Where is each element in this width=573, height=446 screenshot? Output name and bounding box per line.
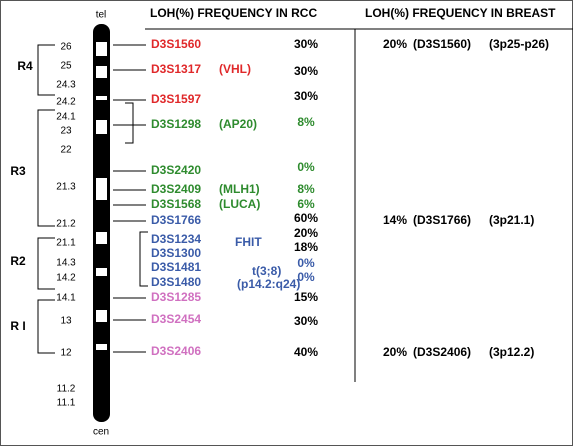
frequency: 0% bbox=[297, 160, 315, 174]
breast-marker: (D3S1560) bbox=[413, 37, 471, 51]
marker-name: D3S1234 bbox=[151, 232, 201, 246]
breast-locus: (3p12.2) bbox=[489, 345, 534, 359]
marker-note: (MLH1) bbox=[219, 182, 260, 196]
marker-name: D3S1317 bbox=[151, 62, 201, 76]
band-label: 13 bbox=[60, 316, 72, 327]
marker-name: D3S1300 bbox=[151, 246, 201, 260]
region-label: R2 bbox=[10, 254, 26, 268]
breast-freq: 20% bbox=[383, 345, 407, 359]
breast-marker: (D3S1766) bbox=[413, 213, 471, 227]
breast-locus: (3p21.1) bbox=[489, 213, 534, 227]
frequency: 30% bbox=[294, 314, 318, 328]
frequency: 30% bbox=[294, 64, 318, 78]
band-label: 12 bbox=[60, 348, 72, 359]
band-label: 21.2 bbox=[56, 219, 76, 230]
band-label: 14.3 bbox=[56, 258, 76, 269]
band-label: 22 bbox=[60, 145, 72, 156]
marker-note: (VHL) bbox=[219, 62, 251, 76]
frequency: 8% bbox=[297, 115, 315, 129]
breast-freq: 14% bbox=[383, 213, 407, 227]
breast-locus: (3p25-p26) bbox=[489, 37, 549, 51]
marker-name: D3S1560 bbox=[151, 37, 201, 51]
band-label: 23 bbox=[60, 126, 72, 137]
cen-label: cen bbox=[93, 427, 109, 438]
band-label: 21.1 bbox=[56, 238, 76, 249]
frequency: 0% bbox=[297, 270, 315, 284]
band-label: 24.1 bbox=[56, 112, 76, 123]
breast-marker: (D3S2406) bbox=[413, 345, 471, 359]
band-label: 26 bbox=[60, 42, 72, 53]
marker-name: D3S2454 bbox=[151, 312, 201, 326]
marker-name: D3S2406 bbox=[151, 344, 201, 358]
band-label: 11.1 bbox=[57, 398, 76, 409]
annotation: t(3;8) bbox=[252, 264, 281, 278]
breast-freq: 20% bbox=[383, 37, 407, 51]
marker-name: D3S1481 bbox=[151, 260, 201, 274]
rcc-header: LOH(%) FREQUENCY IN RCC bbox=[150, 6, 317, 20]
tel-label: tel bbox=[96, 10, 107, 21]
annotation: FHIT bbox=[235, 235, 262, 249]
band-label: 14.1 bbox=[56, 293, 76, 304]
chromosome bbox=[93, 24, 110, 422]
frequency: 30% bbox=[294, 37, 318, 51]
annotation: (p14.2:q24) bbox=[237, 277, 300, 291]
breast-header: LOH(%) FREQUENCY IN BREAST bbox=[365, 6, 556, 20]
band-label: 14.2 bbox=[56, 273, 76, 284]
marker-note: (AP20) bbox=[219, 117, 257, 131]
band-label: 24.3 bbox=[56, 80, 76, 91]
frequency: 40% bbox=[294, 345, 318, 359]
frequency: 60% bbox=[294, 211, 318, 225]
region-label: R I bbox=[10, 319, 25, 333]
frequency: 6% bbox=[297, 197, 315, 211]
frequency: 30% bbox=[294, 89, 318, 103]
marker-name: D3S1298 bbox=[151, 117, 201, 131]
marker-name: D3S1480 bbox=[151, 275, 201, 289]
frequency: 8% bbox=[297, 182, 315, 196]
region-label: R4 bbox=[17, 59, 33, 73]
band-label: 25 bbox=[60, 61, 72, 72]
frequency: 0% bbox=[297, 256, 315, 270]
band-label: 24.2 bbox=[56, 97, 76, 108]
marker-name: D3S2420 bbox=[151, 163, 201, 177]
frequency: 15% bbox=[294, 290, 318, 304]
marker-name: D3S2409 bbox=[151, 182, 201, 196]
marker-name: D3S1568 bbox=[151, 197, 201, 211]
region-label: R3 bbox=[10, 164, 26, 178]
marker-note: (LUCA) bbox=[219, 197, 260, 211]
band-label: 21.3 bbox=[56, 182, 76, 193]
marker-name: D3S1766 bbox=[151, 213, 201, 227]
frequency: 18% bbox=[294, 240, 318, 254]
frequency: 20% bbox=[294, 226, 318, 240]
chromosome-bands bbox=[96, 42, 107, 350]
band-label: 11.2 bbox=[57, 384, 76, 395]
marker-name: D3S1285 bbox=[151, 290, 201, 304]
region-brackets bbox=[37, 44, 148, 354]
marker-name: D3S1597 bbox=[151, 92, 201, 106]
